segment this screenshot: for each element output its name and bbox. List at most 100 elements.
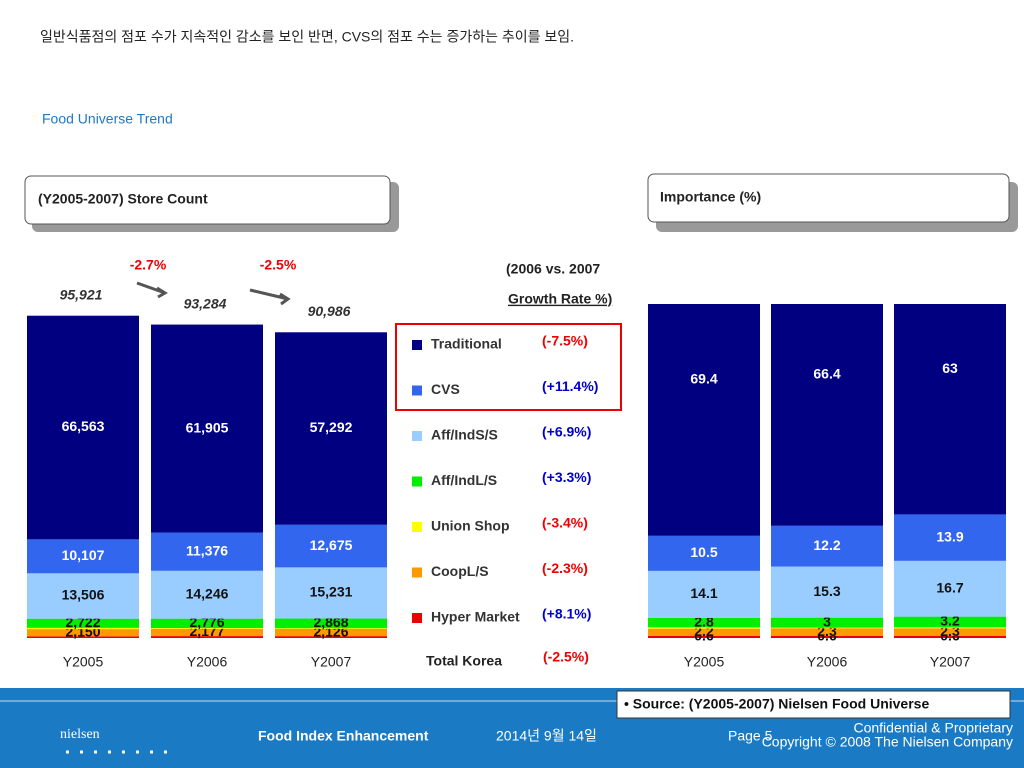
bar-segment (648, 304, 760, 536)
total-label: 90,986 (308, 303, 351, 319)
growth-label: (-2.3%) (542, 560, 588, 576)
bar-segment (275, 628, 387, 629)
data-label: 63 (942, 360, 958, 376)
data-label: 10,107 (62, 547, 105, 563)
footer-project: Food Index Enhancement (258, 728, 429, 744)
data-label: 13,506 (62, 587, 105, 603)
total-label: 95,921 (60, 286, 103, 302)
total-name: Total Korea (426, 653, 502, 669)
bar-segment (894, 304, 1006, 515)
bar-segment (648, 535, 760, 571)
bar-segment (771, 525, 883, 567)
data-label: 14,246 (186, 585, 229, 601)
x-tick-label: Y2007 (930, 654, 971, 670)
legend-swatch (412, 385, 422, 396)
bar-segment (771, 566, 883, 618)
bar-segment (894, 616, 1006, 628)
subtitle: 일반식품점의 점포 수가 지속적인 감소를 보인 반면, CVS의 점포 수는 … (40, 29, 574, 45)
bar-segment (648, 617, 760, 628)
legend-label: Union Shop (431, 518, 510, 534)
legend-label: Hyper Market (431, 609, 520, 625)
total-growth: (-2.5%) (543, 649, 589, 665)
legend-label: CoopL/S (431, 563, 489, 579)
box-title: (Y2005-2007) Store Count (38, 191, 208, 207)
data-label: 57,292 (310, 419, 353, 435)
growth-label: (-7.5%) (542, 333, 588, 349)
legend-swatch (412, 613, 422, 623)
bar-segment (648, 628, 760, 636)
bar-segment (771, 628, 883, 636)
bar-segment (27, 315, 139, 540)
bar-segment (648, 627, 760, 629)
data-label: 3.2 (940, 613, 960, 629)
change-label: -2.5% (260, 257, 297, 273)
bar-segment (151, 636, 263, 638)
bar-segment (648, 570, 760, 618)
bar-segment (894, 628, 1006, 636)
logo: nielsen (60, 727, 100, 742)
source: • Source: (Y2005-2007) Nielsen Food Univ… (624, 696, 929, 712)
total-label: 93,284 (184, 295, 227, 311)
data-label: 15,231 (310, 584, 353, 600)
data-label: 15.3 (813, 583, 840, 599)
footer-date: 2014년 9월 14일 (496, 728, 597, 744)
box (24, 175, 391, 225)
bar-segment (151, 628, 263, 637)
data-label: 66.4 (813, 366, 840, 382)
bar-segment (151, 570, 263, 619)
legend-label: CVS (431, 381, 460, 397)
data-label: 69.4 (690, 371, 717, 387)
bar-segment (275, 628, 387, 637)
bar-segment (151, 627, 263, 629)
bar-segment (648, 635, 760, 638)
bar-segment (27, 627, 139, 630)
bar-segment (275, 524, 387, 568)
bar-segment (771, 304, 883, 526)
legend-swatch (412, 522, 422, 532)
bar-segment (151, 532, 263, 571)
data-label: 14.1 (690, 585, 717, 601)
footer-confidential: Confidential & Proprietary (853, 720, 1013, 736)
bar-segment (151, 618, 263, 628)
growth-label: (+8.1%) (542, 606, 591, 622)
change-label: -2.7% (130, 257, 167, 273)
source-box (616, 690, 1011, 719)
bar-segment (771, 635, 883, 638)
bar-segment (894, 560, 1006, 617)
bar-segment (275, 332, 387, 525)
bar-segment (275, 618, 387, 629)
bar-segment (27, 618, 139, 628)
growth-label: (+11.4%) (542, 378, 598, 394)
legend-swatch (412, 476, 422, 487)
bar-segment (771, 627, 883, 629)
data-label: 16.7 (936, 579, 963, 595)
bar-segment (27, 573, 139, 619)
data-label: 3 (823, 613, 831, 629)
data-label: 61,905 (186, 419, 229, 435)
legend-label: Aff/IndS/S (431, 427, 498, 443)
bar-segment (27, 636, 139, 638)
growth-label: (+6.9%) (542, 424, 591, 440)
data-label: 13.9 (936, 528, 963, 544)
bar-segment (275, 636, 387, 638)
title: Food Universe Trend (42, 111, 173, 127)
footer-copyright: Copyright © 2008 The Nielsen Company (762, 734, 1013, 750)
legend-label: Traditional (431, 336, 502, 352)
legend-swatch (412, 431, 422, 441)
x-tick-label: Y2007 (311, 654, 352, 670)
bar-segment (894, 627, 1006, 629)
bar-segment (894, 514, 1006, 561)
data-label: 12.2 (813, 537, 840, 553)
box (647, 173, 1010, 223)
legend-swatch (412, 340, 422, 350)
arrow (136, 281, 168, 299)
data-label: 10.5 (690, 544, 717, 560)
data-label: 12,675 (310, 537, 353, 553)
data-label: 11,376 (186, 542, 228, 558)
x-tick-label: Y2005 (684, 654, 725, 670)
legend-swatch (412, 567, 422, 578)
growth-title: Growth Rate %) (508, 291, 612, 307)
highlight-box (395, 323, 622, 411)
data-label: 66,563 (62, 418, 105, 434)
